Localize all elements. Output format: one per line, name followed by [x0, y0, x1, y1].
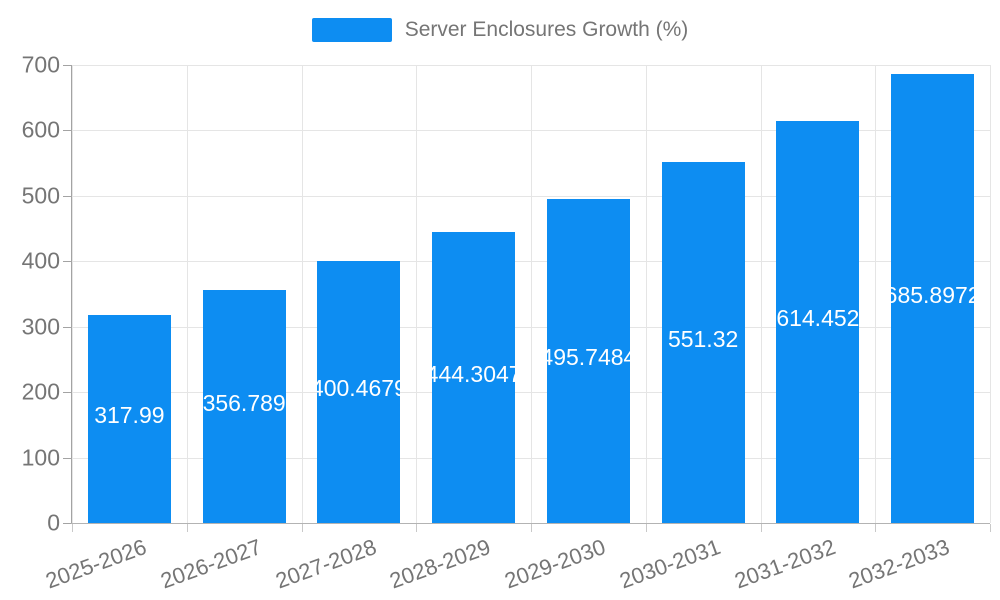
- x-axis-tick: [72, 524, 73, 532]
- legend-series-label: Server Enclosures Growth (%): [404, 18, 689, 41]
- x-axis-tick: [416, 524, 418, 532]
- bar-2025-2026[interactable]: 317.99: [87, 314, 171, 523]
- y-axis-tick: [63, 130, 71, 132]
- y-axis-tick: [63, 326, 71, 328]
- x-axis-category-label: 2027-2028: [272, 534, 380, 594]
- y-axis-tick-label: 500: [21, 182, 60, 209]
- bar-2032-2033[interactable]: 685.8972: [891, 74, 975, 523]
- bar-2026-2027[interactable]: 356.789: [202, 289, 286, 523]
- x-axis-category-label: 2030-2031: [616, 534, 724, 594]
- x-axis-line: [71, 523, 990, 524]
- v-gridline: [760, 65, 762, 523]
- y-axis-tick-label: 400: [21, 247, 60, 274]
- x-axis-category-label: 2029-2030: [501, 534, 609, 594]
- v-gridline: [875, 65, 877, 523]
- bar-value-label: 317.99: [94, 402, 165, 429]
- x-axis-category-label: 2028-2029: [386, 534, 495, 594]
- y-axis-tick: [63, 523, 71, 524]
- y-axis-tick-label: 100: [21, 444, 60, 471]
- x-axis-tick: [760, 524, 762, 532]
- y-axis-tick: [63, 261, 71, 263]
- bar-value-label: 356.789: [202, 389, 286, 416]
- y-axis-line: [71, 65, 72, 523]
- y-axis-tick-label: 0: [47, 509, 60, 536]
- bar-2030-2031[interactable]: 551.32: [661, 162, 745, 523]
- y-axis-tick: [63, 195, 71, 197]
- bar-value-label: 495.7484: [547, 344, 630, 371]
- x-axis-category-label: 2031-2032: [731, 534, 839, 594]
- y-axis-tick-label: 200: [21, 378, 60, 405]
- y-axis-tick: [63, 457, 71, 459]
- bar-value-label: 400.4679: [317, 375, 400, 402]
- bar-value-label: 614.452: [776, 305, 860, 332]
- bar-2028-2029[interactable]: 444.3047: [432, 232, 516, 523]
- x-axis-category-label: 2025-2026: [42, 534, 150, 594]
- x-axis-category-label: 2026-2027: [157, 534, 265, 594]
- bar-2031-2032[interactable]: 614.452: [776, 120, 860, 523]
- x-axis-tick: [875, 524, 877, 532]
- x-axis-category-label: 2032-2033: [845, 534, 954, 594]
- y-axis-tick-label: 700: [21, 51, 60, 78]
- legend-color-swatch: [311, 18, 392, 42]
- bar-value-label: 444.3047: [432, 361, 515, 388]
- x-axis-tick: [645, 524, 647, 532]
- x-axis-tick: [186, 524, 188, 532]
- v-gridline: [531, 65, 532, 523]
- v-gridline: [416, 65, 418, 523]
- v-gridline: [645, 65, 647, 523]
- y-axis-tick-label: 300: [21, 313, 60, 340]
- x-axis-tick: [990, 524, 991, 532]
- v-gridline: [186, 65, 188, 523]
- y-axis-tick-label: 600: [21, 116, 60, 143]
- bar-2027-2028[interactable]: 400.4679: [317, 260, 401, 523]
- x-axis-tick: [301, 524, 303, 532]
- v-gridline: [990, 65, 991, 523]
- v-gridline: [72, 65, 73, 523]
- x-axis-tick: [531, 524, 532, 532]
- bar-value-label: 685.8972: [891, 282, 974, 309]
- y-axis-tick: [63, 392, 71, 394]
- bar-value-label: 551.32: [667, 326, 739, 353]
- bar-2029-2030[interactable]: 495.7484: [546, 198, 630, 523]
- v-gridline: [301, 65, 303, 523]
- y-axis-tick: [63, 65, 71, 66]
- plot-area: 317.99 356.789 400.4679 444.3047 495.7484 551…: [63, 65, 991, 532]
- chart-legend[interactable]: Server Enclosures Growth (%): [0, 18, 1000, 42]
